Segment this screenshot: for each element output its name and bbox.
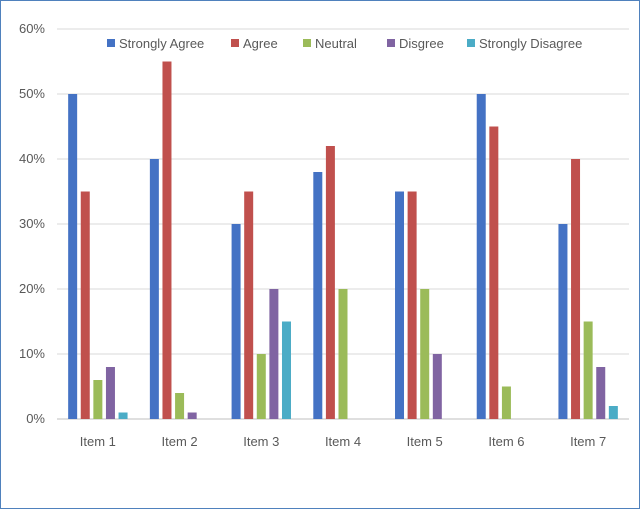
bar-neutral: [501, 386, 511, 419]
bar-neutral: [420, 289, 430, 419]
y-axis-ticks: 0% 10% 20% 30% 40% 50% 60%: [19, 21, 45, 426]
bar-agree: [325, 146, 335, 419]
bar-group: [149, 61, 197, 419]
bar-agree: [407, 191, 417, 419]
x-axis-ticks: Item 1 Item 2 Item 3 Item 4 Item 5 Item 6 Item…: [80, 434, 606, 449]
bar-agree: [489, 126, 499, 419]
x-tick-label: Item 7: [570, 434, 606, 449]
bar-agree: [162, 61, 172, 419]
legend-swatch: [303, 39, 311, 47]
bar-groups: [68, 61, 618, 419]
legend-swatch: [467, 39, 475, 47]
bar-group: [395, 191, 442, 419]
bar-group: [231, 191, 291, 419]
bar-group: [313, 146, 348, 419]
bar-agree: [80, 191, 90, 419]
legend-swatch: [107, 39, 115, 47]
bar-neutral: [256, 354, 266, 419]
bar-disgree: [105, 367, 115, 419]
bar-strongly-disagree: [118, 412, 128, 419]
legend-label: Strongly Agree: [119, 36, 204, 51]
legend-label: Strongly Disagree: [479, 36, 582, 51]
y-tick-label: 40%: [19, 151, 45, 166]
legend-label: Disgree: [399, 36, 444, 51]
bar-strongly-agree: [313, 172, 323, 419]
bar-strongly-agree: [476, 94, 486, 419]
bar-strongly-agree: [558, 224, 568, 419]
bar-neutral: [338, 289, 348, 419]
legend-swatch: [387, 39, 395, 47]
legend-item: Disgree: [387, 36, 444, 51]
bar-strongly-agree: [395, 191, 405, 419]
bar-strongly-agree: [68, 94, 78, 419]
legend-label: Neutral: [315, 36, 357, 51]
legend-label: Agree: [243, 36, 278, 51]
legend: Strongly Agree Agree Neutral Disgree Strongl…: [107, 36, 582, 51]
y-tick-label: 60%: [19, 21, 45, 36]
legend-item: Strongly Agree: [107, 36, 204, 51]
x-tick-label: Item 4: [325, 434, 361, 449]
bar-disgree: [432, 354, 442, 419]
bar-disgree: [269, 289, 279, 419]
bar-disgree: [187, 412, 197, 419]
legend-swatch: [231, 39, 239, 47]
x-tick-label: Item 1: [80, 434, 116, 449]
y-tick-label: 20%: [19, 281, 45, 296]
bar-group: [558, 159, 618, 419]
x-tick-label: Item 2: [162, 434, 198, 449]
bar-agree: [244, 191, 254, 419]
y-tick-label: 50%: [19, 86, 45, 101]
bar-disgree: [596, 367, 606, 419]
x-tick-label: Item 3: [243, 434, 279, 449]
bar-agree: [571, 159, 581, 419]
bar-strongly-disagree: [608, 406, 618, 419]
bar-neutral: [93, 380, 103, 419]
x-tick-label: Item 6: [488, 434, 524, 449]
x-tick-label: Item 5: [407, 434, 443, 449]
y-tick-label: 0%: [26, 411, 45, 426]
bar-neutral: [175, 393, 185, 419]
y-tick-label: 30%: [19, 216, 45, 231]
y-tick-label: 10%: [19, 346, 45, 361]
legend-item: Agree: [231, 36, 278, 51]
bar-group: [68, 94, 128, 419]
bar-strongly-disagree: [281, 321, 291, 419]
bar-group: [476, 94, 511, 419]
bar-strongly-agree: [149, 159, 159, 419]
legend-item: Strongly Disagree: [467, 36, 582, 51]
bar-strongly-agree: [231, 224, 241, 419]
bar-neutral: [583, 321, 593, 419]
legend-item: Neutral: [303, 36, 357, 51]
